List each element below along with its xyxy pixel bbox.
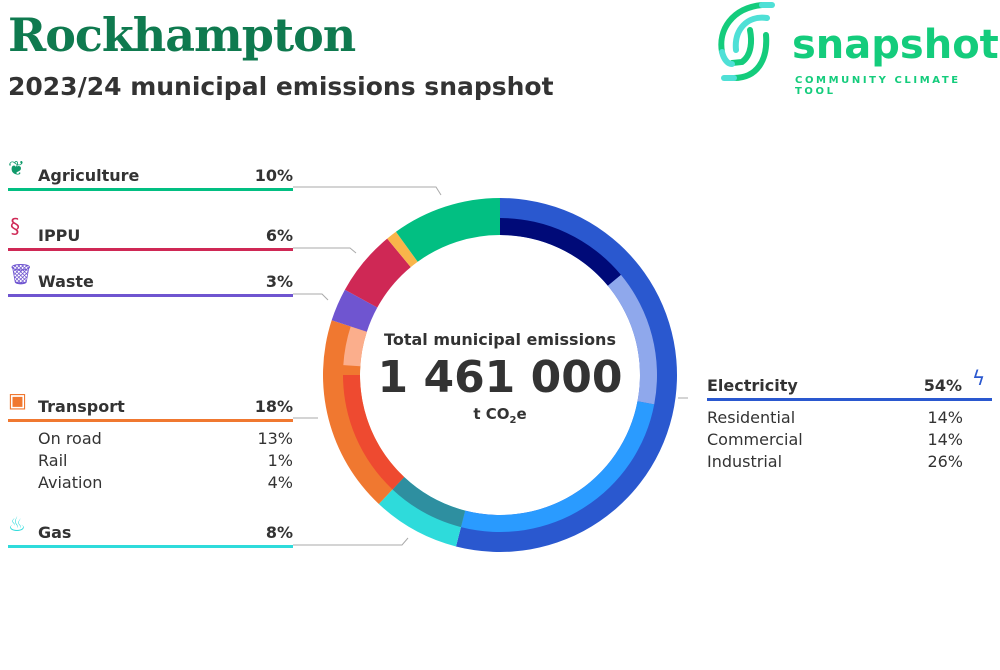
legend-label: Aviation — [38, 473, 103, 492]
subsegment-residential — [500, 218, 621, 286]
bin-icon: 🗑 — [8, 262, 34, 286]
snapshot-logo-icon — [718, 2, 775, 81]
subsegment-aviation — [343, 326, 367, 367]
legend-label: Residential — [707, 408, 796, 427]
legend-agriculture: Agriculture 10% — [8, 166, 293, 191]
smoke-icon: § — [10, 214, 20, 238]
legend-label: IPPU — [38, 226, 81, 245]
legend-pct: 18% — [254, 397, 293, 416]
legend-on-road: On road 13% — [38, 429, 293, 448]
subsegment-rail — [343, 365, 361, 375]
legend-pct: 4% — [267, 473, 293, 492]
legend-label: Waste — [38, 272, 94, 291]
legend-ippu: IPPU 6% — [8, 226, 293, 251]
subsegment-commercial — [607, 274, 658, 405]
legend-label: On road — [38, 429, 102, 448]
segment-agriculture — [395, 198, 500, 262]
leader-gas — [293, 537, 409, 546]
subsegment-on-road — [343, 375, 405, 490]
unit-suffix: e — [516, 405, 527, 423]
plant-icon: ❦ — [8, 156, 25, 180]
subsegment-gas — [392, 477, 466, 528]
subsegment-industrial — [460, 401, 655, 533]
legend-residential: Residential 14% — [707, 408, 963, 427]
legend-pct: 54% — [923, 376, 962, 395]
legend-label: Industrial — [707, 452, 783, 471]
legend-gas: Gas 8% — [8, 523, 293, 548]
legend-pct: 14% — [927, 408, 963, 427]
leader-waste — [293, 293, 329, 301]
leader-ippu — [293, 247, 357, 254]
legend-label: Transport — [38, 397, 125, 416]
legend-pct: 3% — [265, 272, 293, 291]
legend-label: Electricity — [707, 376, 798, 395]
legend-pct: 26% — [927, 452, 963, 471]
logo-text: snapshot — [792, 22, 999, 68]
legend-pct: 1% — [267, 451, 293, 470]
legend-pct: 10% — [254, 166, 293, 185]
legend-pct: 14% — [927, 430, 963, 449]
total-unit: t CO2e — [360, 405, 640, 426]
total-value: 1 461 000 — [377, 352, 623, 403]
legend-label: Rail — [38, 451, 68, 470]
train-icon: ▣ — [8, 388, 27, 412]
logo-tagline: COMMUNITY CLIMATE TOOL — [795, 75, 961, 97]
legend-rail: Rail 1% — [38, 451, 293, 470]
total-label: Total municipal emissions — [384, 330, 616, 349]
legend-pct: 13% — [257, 429, 293, 448]
legend-label: Gas — [38, 523, 72, 542]
legend-pct: 6% — [265, 226, 293, 245]
legend-pct: 8% — [265, 523, 293, 542]
segment-other — [387, 231, 418, 268]
page-subtitle: 2023/24 municipal emissions snapshot — [8, 72, 554, 101]
legend-transport: Transport 18% — [8, 397, 293, 422]
legend-electricity: Electricity 54% — [707, 376, 992, 401]
page-title: Rockhampton — [8, 8, 356, 62]
legend-waste: Waste 3% — [8, 272, 293, 297]
segment-waste — [331, 289, 378, 332]
lightning-icon: ϟ — [972, 366, 986, 390]
segment-ippu — [344, 238, 411, 308]
legend-aviation: Aviation 4% — [38, 473, 293, 492]
flame-icon: ♨ — [8, 512, 26, 536]
legend-label: Agriculture — [38, 166, 140, 185]
leader-agriculture — [293, 186, 442, 196]
unit-text: t CO — [473, 405, 510, 423]
unit-subscript: 2 — [509, 415, 517, 426]
legend-commercial: Commercial 14% — [707, 430, 963, 449]
legend-industrial: Industrial 26% — [707, 452, 963, 471]
legend-label: Commercial — [707, 430, 803, 449]
